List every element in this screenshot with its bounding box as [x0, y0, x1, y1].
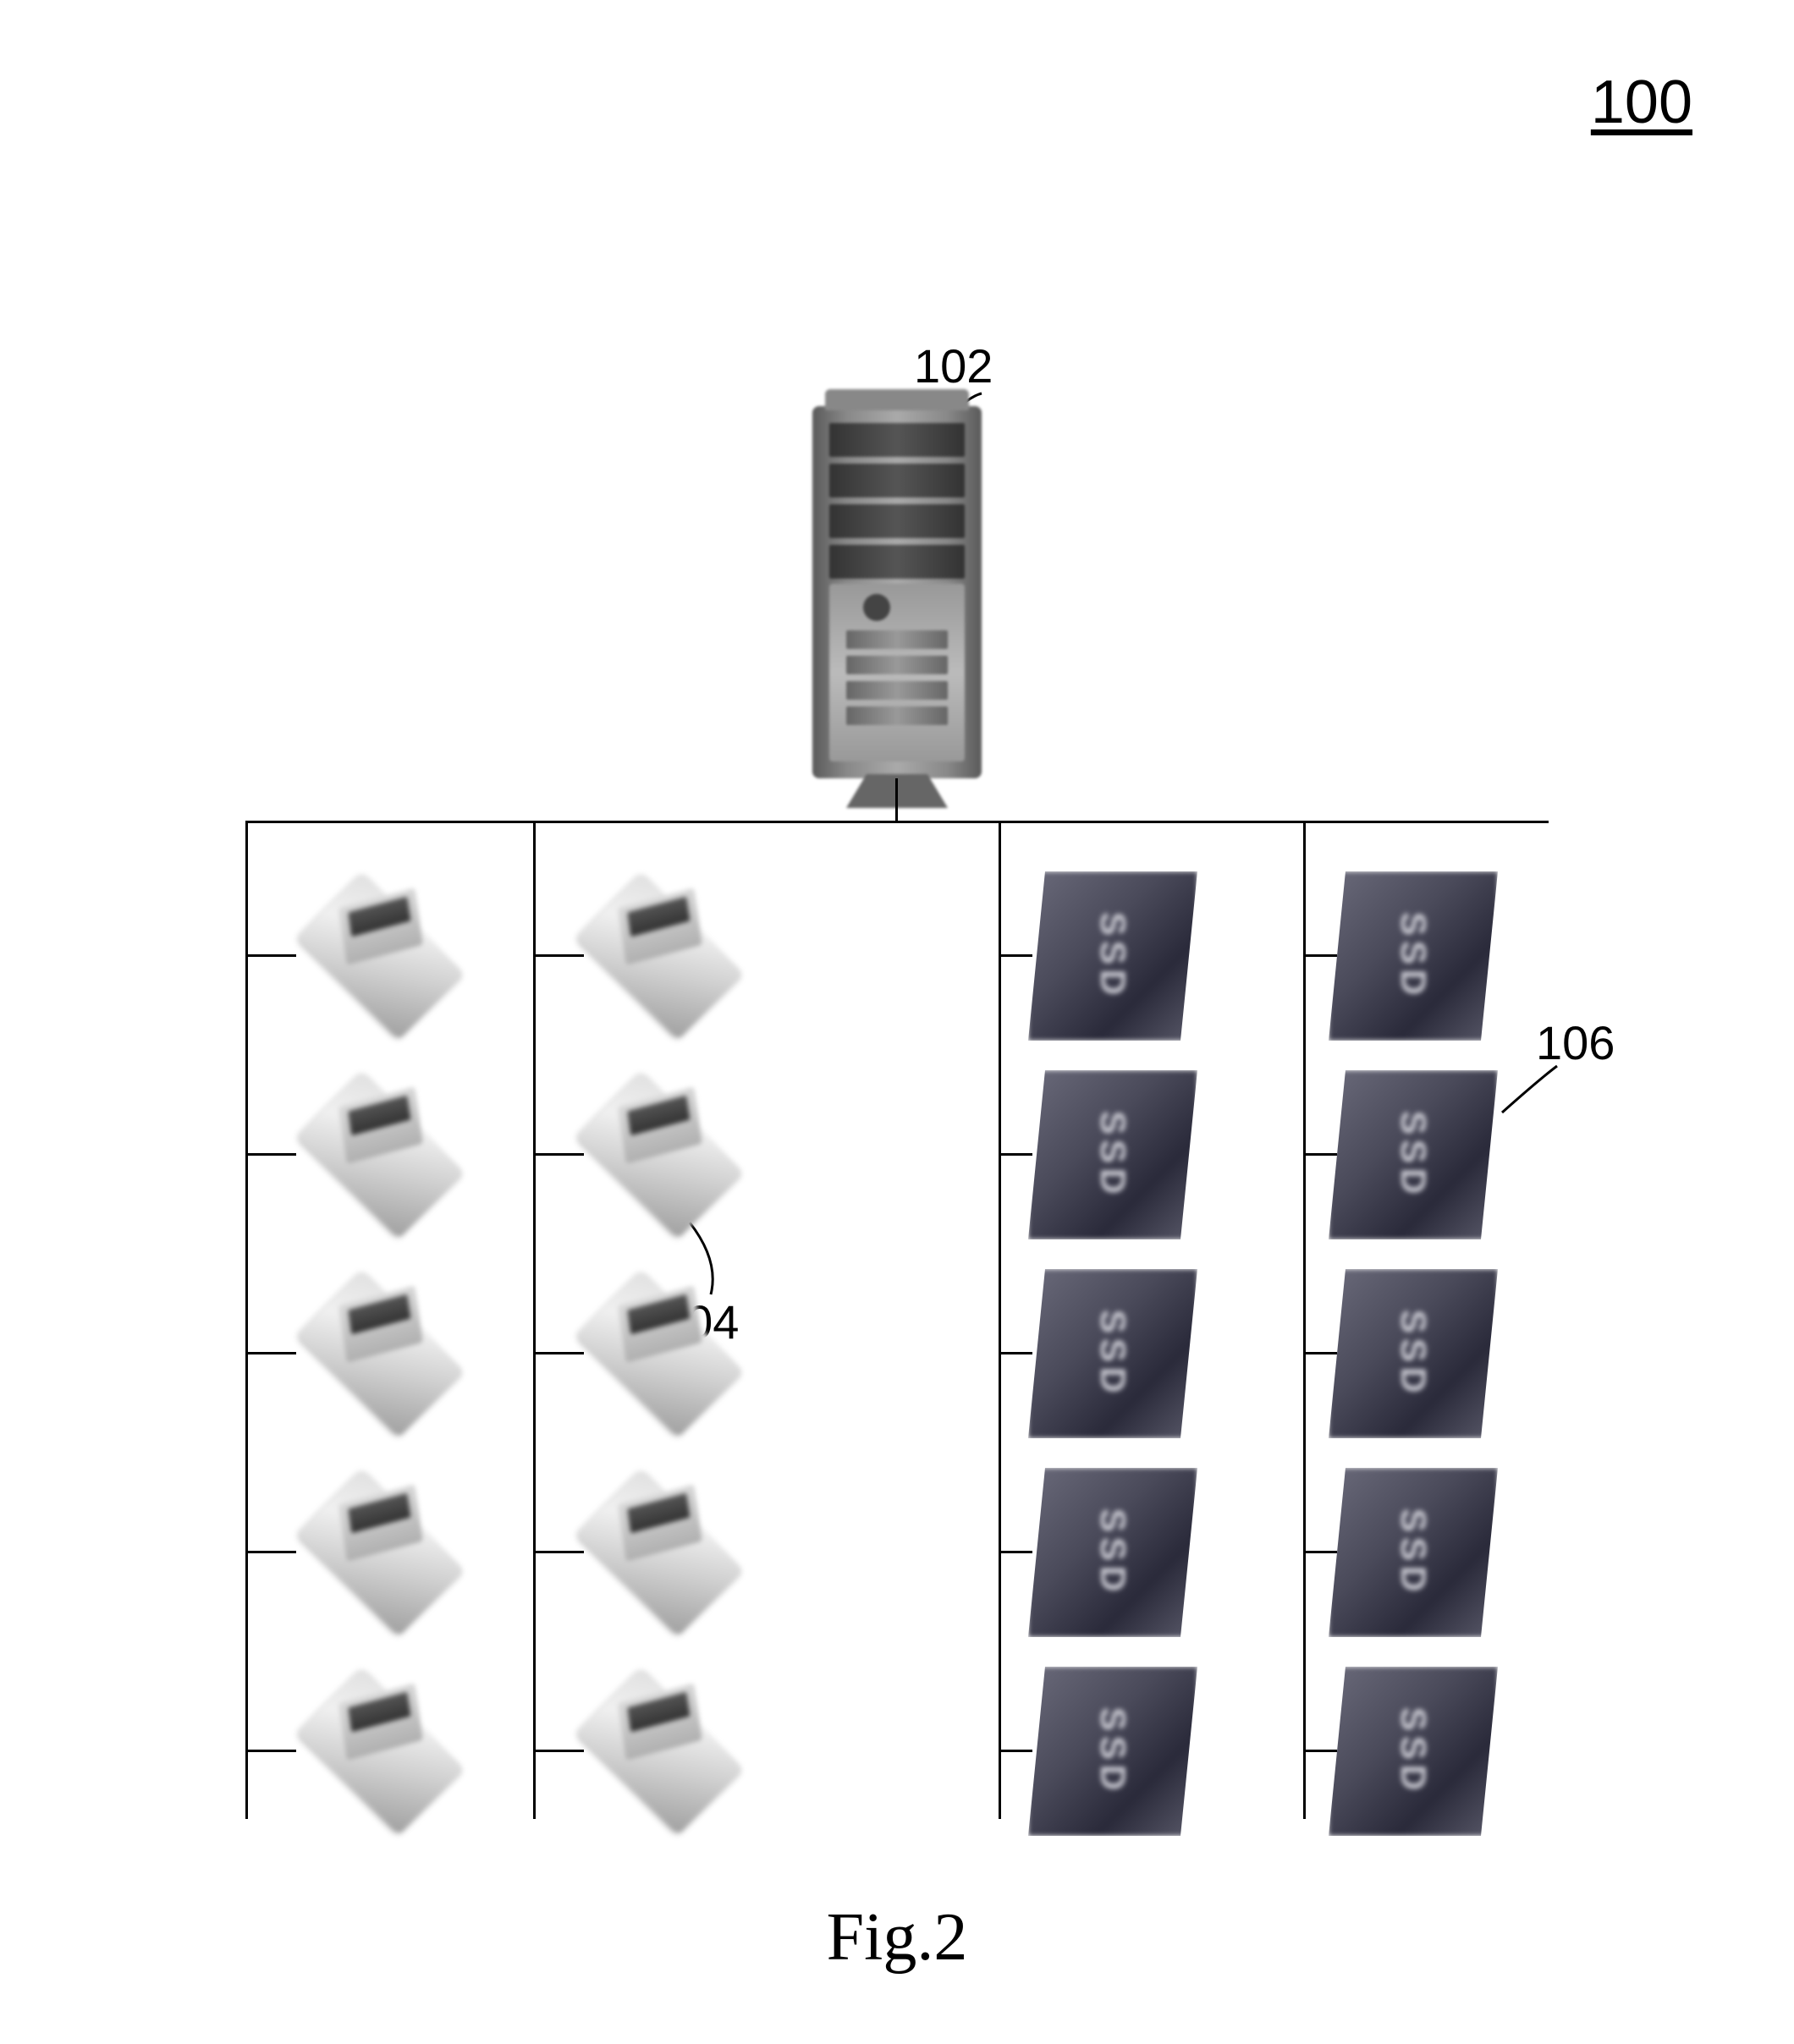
ssd-connector	[1303, 1153, 1337, 1156]
hdd-icon	[279, 1667, 482, 1836]
server-ref-label: 102	[914, 338, 993, 393]
server-icon	[812, 406, 982, 778]
bus-main-drop	[895, 778, 898, 821]
hdd-icon	[559, 871, 762, 1041]
hdd-icon	[279, 1468, 482, 1637]
figure-number-label: 100	[1591, 68, 1692, 137]
diagram-container: 100 102 104 106	[0, 0, 1794, 2044]
ssd-icon: SSD	[1329, 871, 1498, 1041]
ssd-connector	[999, 954, 1032, 957]
ssd-connector	[1303, 954, 1337, 957]
hdd-icon	[279, 1269, 482, 1438]
bus-horizontal	[245, 821, 1549, 823]
ssd-connector	[999, 1750, 1032, 1752]
ssd-connector	[999, 1551, 1032, 1553]
hdd-icon	[559, 1269, 762, 1438]
hdd-icon	[559, 1468, 762, 1637]
branch-1	[245, 821, 248, 1819]
branch-2	[533, 821, 536, 1819]
hdd-icon	[279, 871, 482, 1041]
figure-caption: Fig.2	[827, 1899, 968, 1976]
ssd-leader-line	[1498, 1062, 1566, 1121]
ssd-icon: SSD	[1329, 1468, 1498, 1637]
branch-4	[1303, 821, 1306, 1819]
hdd-icon	[559, 1070, 762, 1239]
ssd-connector	[1303, 1352, 1337, 1354]
branch-3	[999, 821, 1001, 1819]
ssd-icon: SSD	[1028, 1468, 1197, 1637]
hdd-icon	[559, 1667, 762, 1836]
ssd-connector	[999, 1352, 1032, 1354]
ssd-icon: SSD	[1329, 1269, 1498, 1438]
hdd-icon	[279, 1070, 482, 1239]
ssd-icon: SSD	[1028, 1269, 1197, 1438]
ssd-icon: SSD	[1028, 871, 1197, 1041]
ssd-connector	[999, 1153, 1032, 1156]
ssd-icon: SSD	[1028, 1070, 1197, 1239]
ssd-icon: SSD	[1329, 1070, 1498, 1239]
ssd-icon: SSD	[1329, 1667, 1498, 1836]
ssd-icon: SSD	[1028, 1667, 1197, 1836]
ssd-connector	[1303, 1750, 1337, 1752]
ssd-connector	[1303, 1551, 1337, 1553]
